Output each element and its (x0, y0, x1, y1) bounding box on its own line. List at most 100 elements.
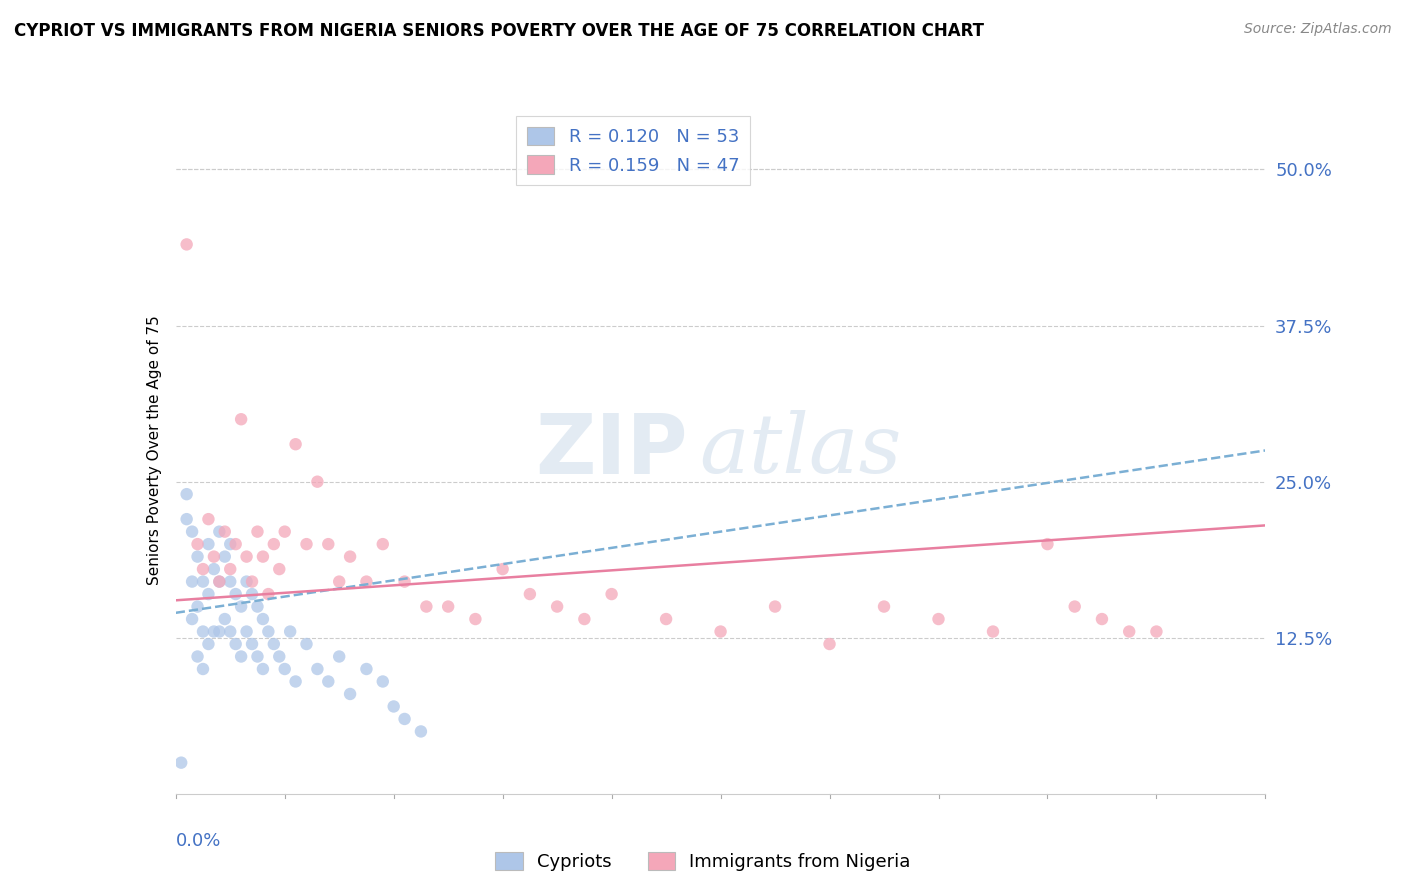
Point (981, 624, 1004, 639)
Point (1144, 624, 1167, 639)
Point (318, 674, 340, 689)
Point (181, 612, 204, 626)
Point (219, 574, 242, 589)
Point (225, 637, 247, 651)
Point (181, 524, 204, 539)
Point (415, 599, 437, 614)
Point (246, 524, 269, 539)
Point (356, 662, 378, 676)
Point (873, 599, 896, 614)
Point (252, 612, 274, 626)
Point (225, 537, 247, 551)
Point (655, 612, 678, 626)
Point (208, 624, 231, 639)
Point (574, 612, 596, 626)
Point (191, 624, 214, 639)
Point (246, 649, 269, 664)
Legend: R = 0.120   N = 53, R = 0.159   N = 47: R = 0.120 N = 53, R = 0.159 N = 47 (516, 116, 751, 186)
Point (219, 562, 242, 576)
Point (318, 537, 340, 551)
Point (274, 662, 297, 676)
Point (328, 649, 350, 664)
Point (339, 549, 361, 564)
Point (339, 687, 361, 701)
Point (186, 537, 209, 551)
Point (208, 574, 231, 589)
Point (214, 524, 236, 539)
Point (356, 574, 378, 589)
Point (219, 537, 242, 551)
Point (252, 549, 274, 564)
Point (181, 574, 204, 589)
Point (235, 549, 257, 564)
Point (284, 437, 307, 451)
Point (170, 756, 193, 770)
Point (278, 624, 301, 639)
Point (235, 624, 257, 639)
Point (197, 587, 219, 601)
Point (240, 574, 263, 589)
Point (176, 512, 198, 526)
Point (186, 549, 209, 564)
Point (371, 537, 394, 551)
Point (252, 662, 274, 676)
Point (231, 599, 253, 614)
Point (274, 524, 297, 539)
Point (191, 662, 214, 676)
Point (437, 599, 460, 614)
Point (382, 699, 405, 714)
Point (763, 599, 786, 614)
Point (231, 412, 253, 426)
Point (307, 475, 329, 489)
Point (208, 574, 231, 589)
Y-axis label: Seniors Poverty Over the Age of 75: Seniors Poverty Over the Age of 75 (146, 316, 162, 585)
Point (202, 562, 225, 576)
Point (208, 524, 231, 539)
Point (1118, 624, 1140, 639)
Text: CYPRIOT VS IMMIGRANTS FROM NIGERIA SENIORS POVERTY OVER THE AGE OF 75 CORRELATIO: CYPRIOT VS IMMIGRANTS FROM NIGERIA SENIO… (14, 22, 984, 40)
Point (263, 537, 285, 551)
Point (246, 599, 269, 614)
Point (818, 637, 841, 651)
Point (186, 649, 209, 664)
Point (186, 599, 209, 614)
Point (191, 562, 214, 576)
Point (328, 574, 350, 589)
Point (214, 549, 236, 564)
Point (257, 624, 280, 639)
Point (225, 587, 247, 601)
Point (269, 562, 291, 576)
Point (231, 649, 253, 664)
Point (202, 549, 225, 564)
Point (240, 587, 263, 601)
Text: atlas: atlas (699, 410, 901, 491)
Point (409, 724, 432, 739)
Point (214, 612, 236, 626)
Text: Source: ZipAtlas.com: Source: ZipAtlas.com (1244, 22, 1392, 37)
Point (176, 487, 198, 501)
Point (546, 599, 568, 614)
Point (257, 587, 280, 601)
Point (284, 674, 307, 689)
Point (1063, 599, 1085, 614)
Point (1036, 537, 1059, 551)
Point (928, 612, 950, 626)
Point (202, 624, 225, 639)
Point (197, 637, 219, 651)
Point (197, 537, 219, 551)
Point (394, 712, 416, 726)
Point (197, 512, 219, 526)
Point (176, 237, 198, 252)
Point (710, 624, 733, 639)
Point (492, 562, 515, 576)
Text: ZIP: ZIP (536, 410, 688, 491)
Point (371, 674, 394, 689)
Point (219, 624, 242, 639)
Point (235, 574, 257, 589)
Point (191, 574, 214, 589)
Point (295, 637, 318, 651)
Point (269, 649, 291, 664)
Point (1091, 612, 1114, 626)
Legend: Cypriots, Immigrants from Nigeria: Cypriots, Immigrants from Nigeria (488, 845, 918, 879)
Text: 0.0%: 0.0% (176, 831, 221, 850)
